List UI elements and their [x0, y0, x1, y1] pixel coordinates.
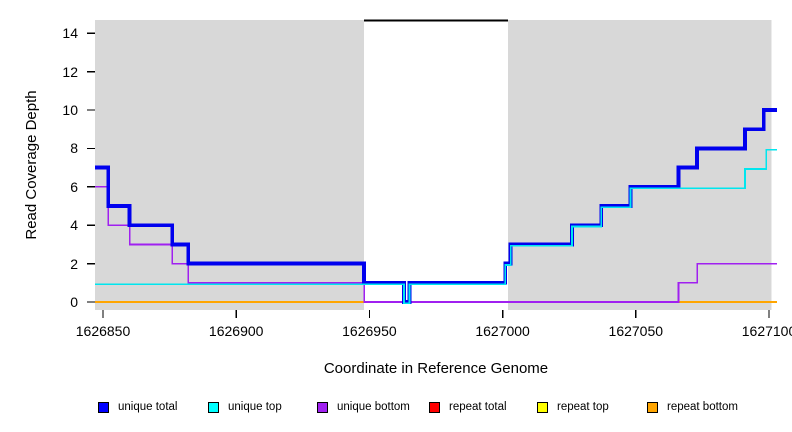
series-unique-top	[95, 148, 777, 305]
legend-label: repeat top	[557, 401, 609, 413]
y-tick-label: 8	[70, 140, 78, 157]
x-tick-label: 1627000	[475, 323, 530, 339]
y-tick-label: 6	[70, 178, 78, 195]
y-tick-label: 4	[70, 217, 78, 234]
x-tick-label: 1626950	[342, 323, 397, 339]
legend-label: repeat bottom	[667, 401, 738, 413]
legend-label: unique bottom	[337, 401, 410, 413]
y-tick-label: 12	[62, 63, 78, 80]
legend-item-repeat-top: repeat top	[537, 401, 609, 413]
shaded-region	[95, 20, 365, 310]
shaded-region	[507, 20, 772, 310]
x-tick-label: 1627100	[741, 323, 792, 339]
legend-item-repeat-total: repeat total	[429, 401, 507, 413]
x-tick-label: 1626850	[75, 323, 131, 339]
legend-label: unique top	[228, 401, 282, 413]
series-unique-total	[95, 108, 777, 304]
legend-label: repeat total	[449, 401, 507, 413]
legend: unique total unique top unique bottom re…	[0, 401, 792, 419]
legend-item-repeat-bottom: repeat bottom	[647, 401, 738, 413]
y-tick-label: 10	[62, 102, 78, 118]
legend-swatch-repeat-top	[537, 401, 548, 413]
legend-swatch-unique-top	[208, 401, 219, 413]
y-tick-label: 14	[62, 25, 78, 42]
y-tick-label: 2	[70, 255, 78, 272]
legend-swatch-repeat-bottom	[647, 401, 658, 413]
y-axis-title: Read Coverage Depth	[23, 90, 40, 240]
legend-item-unique-total: unique total	[98, 401, 177, 413]
x-tick-label: 1627050	[608, 323, 664, 339]
legend-swatch-unique-total	[98, 401, 109, 413]
x-tick-label: 1626900	[208, 323, 264, 339]
legend-item-unique-top: unique top	[208, 401, 282, 413]
y-tick-label: 0	[70, 294, 78, 310]
legend-swatch-unique-bottom	[317, 401, 328, 413]
legend-item-unique-bottom: unique bottom	[317, 401, 410, 413]
legend-label: unique total	[118, 401, 178, 413]
x-axis-title: Coordinate in Reference Genome	[323, 360, 549, 377]
series-unique-bottom	[95, 185, 777, 303]
legend-swatch-repeat-total	[429, 401, 440, 413]
